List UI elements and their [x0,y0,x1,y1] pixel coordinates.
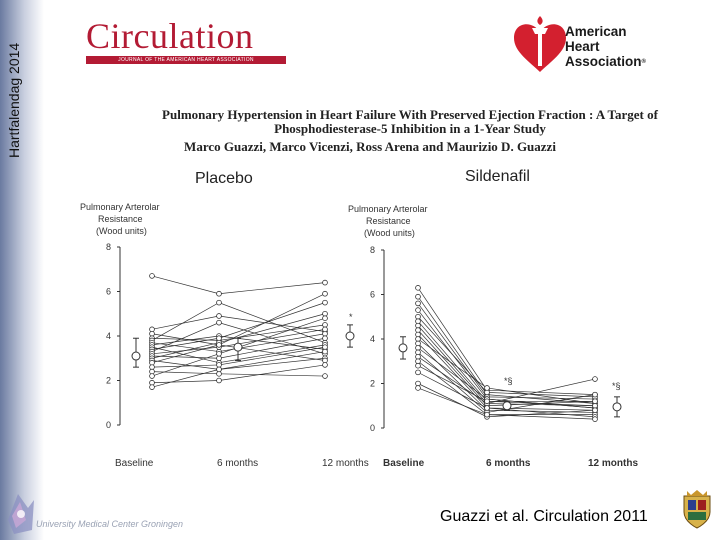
x-category-label: Baseline [383,458,425,469]
y-tick-label: 6 [106,287,111,297]
data-point [149,384,155,390]
x-category-label: Baseline [115,458,154,469]
placebo-title: Placebo [195,170,253,187]
data-point [216,313,222,319]
data-point [415,307,421,313]
y-axis-label-line: (Wood units) [364,228,415,238]
data-point [149,273,155,279]
data-point [484,405,490,411]
data-point [415,369,421,376]
y-tick-label: 8 [370,245,375,255]
data-point [592,407,598,414]
data-point [415,293,421,300]
data-point [415,300,421,307]
y-tick-label: 2 [370,379,375,389]
data-point [484,398,490,405]
citation: Guazzi et al. Circulation 2011 [440,508,648,525]
y-tick-label: 4 [370,334,375,344]
data-point [322,315,328,322]
data-point [149,373,155,379]
aha-line2: Heart [565,39,600,54]
data-point [322,362,328,368]
aha-wordmark: American Heart Association® [565,24,646,70]
data-point [322,348,328,355]
series-line [417,296,596,404]
paper-authors: Marco Guazzi, Marco Vicenzi, Ross Arena … [184,139,556,154]
data-point [216,350,222,357]
significance-annotation: * [349,312,353,322]
data-point [216,299,222,306]
series-line [417,325,596,404]
sildenafil-title: Sildenafil [465,168,530,185]
y-axis-label-line: Pulmonary Arterolar [80,202,160,212]
series-line [151,315,326,332]
data-point [322,373,328,379]
series-line [151,302,326,344]
mean-marker [131,351,141,361]
series-line [151,371,326,377]
y-axis-label-line: Resistance [366,216,411,226]
aha-registered-mark: ® [641,58,646,65]
data-point [322,326,328,333]
y-axis-label-line: (Wood units) [96,226,147,236]
data-point [484,385,490,391]
y-tick-label: 0 [370,423,375,433]
data-point [484,411,490,418]
data-point [322,299,328,306]
series-line [417,383,596,418]
chart-panel-sildenafil [381,249,622,429]
data-point [592,376,598,382]
data-point [415,285,421,291]
aha-logo [514,16,566,72]
data-point [216,319,222,326]
y-tick-label: 2 [106,376,111,386]
data-point [216,290,222,297]
x-category-label: 6 months [217,458,258,469]
mean-marker [398,343,408,353]
y-tick-label: 6 [370,290,375,300]
umcg-logo-icon [8,494,34,534]
data-point [322,335,328,342]
x-category-label: 12 months [322,458,369,469]
paper-title-line1: Pulmonary Hypertension in Heart Failure … [162,107,658,122]
aha-heart-torch-icon [514,16,566,72]
mean-marker [502,401,512,411]
data-point [592,391,598,398]
mean-marker [612,402,622,412]
data-point [216,342,222,348]
data-point [216,366,222,373]
aha-line3: Association [565,54,642,69]
x-category-label: 12 months [588,458,638,469]
paper-title-line2: Phosphodiesterase-5 Inhibition in a 1-Ye… [274,121,546,136]
journal-subtitle: JOURNAL OF THE AMERICAN HEART ASSOCIATIO… [86,56,286,64]
paper-title: Pulmonary Hypertension in Heart Failure … [80,108,720,136]
data-point [322,290,328,297]
university-crest-icon [683,490,711,529]
journal-logo: Circulation JOURNAL OF THE AMERICAN HEAR… [86,18,286,64]
journal-name: Circulation [86,16,254,56]
footer-institution: University Medical Center Groningen [36,519,184,529]
y-tick-label: 8 [106,242,111,252]
y-axis-label-line: Pulmonary Arterolar [348,204,428,214]
data-point [216,377,222,384]
data-point [322,279,328,286]
data-point [415,362,421,369]
significance-annotation: *§ [504,376,513,386]
mean-marker [233,342,243,352]
data-point [415,385,421,391]
y-tick-label: 4 [106,331,111,341]
series-line [151,275,326,295]
x-category-label: 6 months [486,458,531,469]
y-tick-label: 0 [106,420,111,430]
data-point [592,398,598,405]
data-point [592,416,598,422]
significance-annotation: *§ [612,381,621,391]
chart-panel-placebo [117,246,355,426]
y-axis-label-line: Resistance [98,214,143,224]
sidebar-band: Hartfalendag 2014 [0,0,44,540]
mean-marker [345,331,355,341]
aha-line1: American [565,24,627,39]
